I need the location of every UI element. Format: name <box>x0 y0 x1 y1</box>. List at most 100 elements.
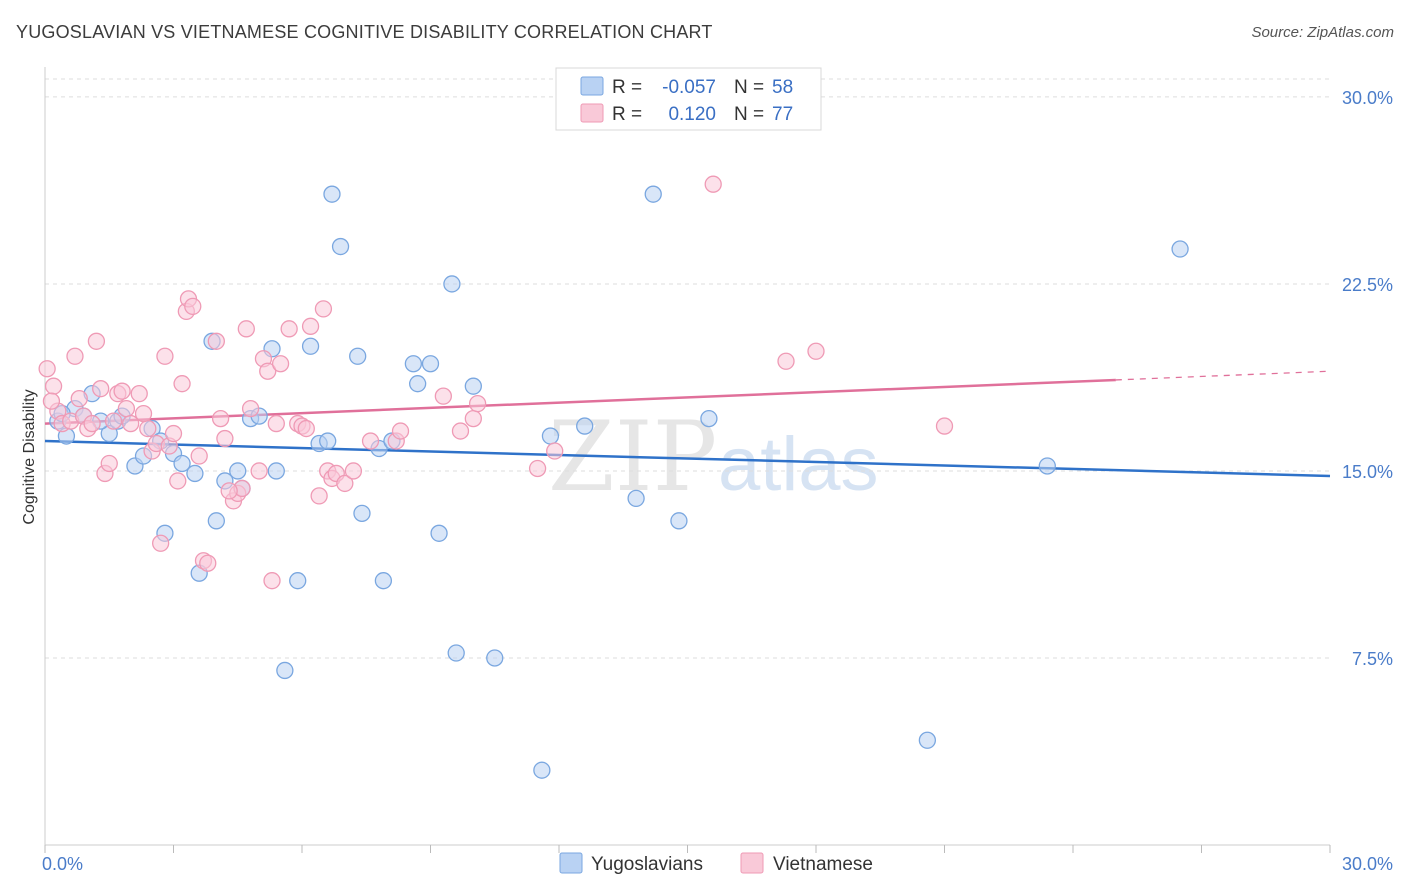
trend-line-extension-vietnamese <box>1115 370 1331 381</box>
data-point <box>374 572 393 590</box>
data-point <box>66 347 84 365</box>
data-point <box>276 661 294 680</box>
data-point <box>173 454 191 473</box>
series-vietnamese-points <box>38 175 954 590</box>
data-point <box>443 275 461 293</box>
data-point <box>199 554 217 572</box>
data-point <box>190 447 208 465</box>
y-tick-label: 30.0% <box>1342 88 1393 108</box>
tick-labels: 7.5% 15.0% 22.5% 30.0% 0.0% 30.0% <box>42 88 1393 874</box>
data-point <box>117 399 136 418</box>
trend-line-yugoslavians <box>44 439 1331 478</box>
data-point <box>130 385 148 403</box>
data-point <box>267 414 285 433</box>
data-point <box>704 175 722 193</box>
chart-title: YUGOSLAVIAN VS VIETNAMESE COGNITIVE DISA… <box>16 22 713 42</box>
data-point <box>434 387 453 405</box>
data-point <box>92 380 110 398</box>
data-point <box>464 409 482 428</box>
series-legend: Yugoslavians Vietnamese <box>559 852 873 875</box>
data-point <box>267 462 285 480</box>
data-point <box>319 432 337 450</box>
data-point <box>156 347 174 365</box>
data-point <box>777 352 795 370</box>
data-point <box>468 394 487 413</box>
data-point <box>430 524 448 542</box>
watermark-atlas: atlas <box>718 422 879 507</box>
x-tick-label: 0.0% <box>42 854 83 874</box>
data-point <box>207 512 225 530</box>
data-point <box>301 317 320 335</box>
data-point <box>220 482 238 500</box>
data-point <box>301 337 320 355</box>
y-axis-label: Cognitive Disability <box>21 389 38 524</box>
data-point <box>391 422 410 440</box>
data-point <box>546 442 564 460</box>
legend-n-label-2: N = <box>734 104 764 125</box>
grid-lines <box>45 78 1330 659</box>
data-point <box>250 462 268 480</box>
data-point <box>421 355 440 373</box>
data-point <box>164 424 183 443</box>
data-point <box>314 300 333 318</box>
data-point <box>263 572 281 590</box>
data-point <box>87 332 106 350</box>
y-tick-label: 15.0% <box>1342 462 1393 482</box>
data-point <box>528 459 547 478</box>
data-point <box>259 362 277 380</box>
data-point <box>169 472 187 490</box>
data-point <box>113 382 131 400</box>
data-point <box>627 489 645 508</box>
data-point <box>404 355 423 373</box>
x-tick-label: 30.0% <box>1342 854 1393 874</box>
data-point <box>918 731 937 749</box>
data-point <box>44 377 63 395</box>
chart-source: Source: ZipAtlas.com <box>1251 24 1394 41</box>
data-point <box>700 409 718 428</box>
data-point <box>241 399 260 418</box>
data-point <box>323 185 341 203</box>
data-point <box>353 504 371 523</box>
data-point <box>935 417 954 435</box>
legend-r-label-2: R = <box>612 104 642 125</box>
data-point <box>349 347 367 365</box>
series-legend-label-yugoslavians: Yugoslavians <box>591 854 703 875</box>
data-point <box>670 512 688 530</box>
data-point <box>83 414 101 433</box>
y-tick-label: 7.5% <box>1352 649 1393 669</box>
data-point <box>186 464 204 483</box>
data-point <box>289 572 307 590</box>
data-point <box>486 649 504 667</box>
data-point <box>644 185 662 203</box>
data-point <box>1038 457 1056 475</box>
data-point <box>134 404 153 423</box>
data-point <box>216 429 234 448</box>
data-point <box>100 454 118 473</box>
series-legend-label-vietnamese: Vietnamese <box>773 854 873 875</box>
legend-swatch-vietnamese <box>580 103 604 123</box>
data-point <box>184 297 202 316</box>
data-point <box>151 534 170 552</box>
data-point <box>104 412 123 430</box>
data-points <box>38 175 1189 779</box>
data-point <box>336 474 354 493</box>
data-point <box>361 432 380 450</box>
data-point <box>271 355 290 373</box>
data-point <box>207 332 225 350</box>
data-point <box>38 360 56 378</box>
data-point <box>70 389 88 408</box>
series-legend-swatch-yugoslavians <box>559 852 583 874</box>
data-point <box>280 320 298 338</box>
data-point <box>464 377 482 395</box>
data-point <box>344 462 363 480</box>
data-point <box>237 320 255 338</box>
series-legend-swatch-vietnamese <box>740 852 764 874</box>
data-point <box>211 409 230 428</box>
data-point <box>173 375 191 393</box>
legend-n-label-1: N = <box>734 77 764 98</box>
data-point <box>229 462 247 480</box>
legend-swatch-yugoslavians <box>580 76 604 96</box>
y-tick-label: 22.5% <box>1342 275 1393 295</box>
data-point <box>310 487 328 505</box>
